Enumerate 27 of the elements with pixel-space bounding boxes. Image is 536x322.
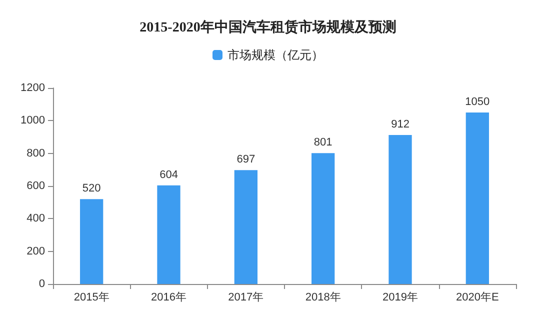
data-label: 604 (160, 168, 178, 181)
x-tick-label: 2017年 (228, 292, 264, 304)
data-label: 520 (82, 182, 101, 195)
bar (157, 185, 180, 284)
y-tick-label: 400 (26, 212, 45, 225)
data-label: 801 (314, 136, 332, 149)
bar (388, 135, 412, 284)
y-tick-label: 800 (26, 147, 45, 160)
bar (466, 112, 489, 284)
bar (312, 153, 335, 284)
y-tick-label: 1000 (20, 114, 45, 127)
bar (234, 170, 258, 284)
chart-title: 2015-2020年中国汽车租赁市场规模及预测 (140, 18, 396, 36)
data-label: 1050 (465, 96, 490, 108)
legend-label: 市场规模（亿元） (228, 48, 324, 62)
data-label: 912 (391, 118, 410, 131)
x-tick-label: 2016年 (151, 292, 186, 304)
bar (80, 199, 104, 284)
y-tick-label: 0 (38, 278, 45, 290)
y-tick-label: 600 (26, 180, 45, 192)
x-tick-label: 2015年 (74, 292, 110, 304)
x-tick-label: 2019年 (382, 292, 418, 304)
y-tick-label: 200 (26, 245, 45, 258)
y-tick-label: 1200 (20, 82, 45, 94)
x-tick-label: 2018年 (305, 292, 341, 304)
x-tick-label: 2020年E (456, 292, 499, 304)
data-label: 697 (236, 154, 256, 166)
